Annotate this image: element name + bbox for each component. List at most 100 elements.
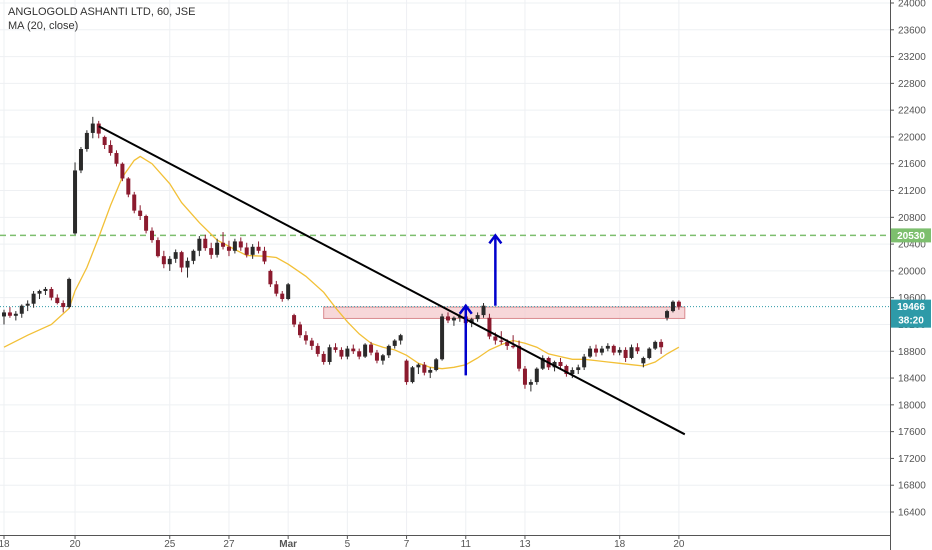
time-axis-label: 27 [223,539,235,550]
candle-body [102,136,107,145]
time-axis-label: 11 [461,539,472,550]
price-axis-label: 23600 [898,25,926,36]
time-axis-label: 5 [345,539,351,550]
candle-body [238,241,243,248]
candle-body [434,359,439,371]
candle-body [155,240,160,257]
candle-body [232,241,237,251]
candle-body [351,348,356,352]
candle-body [161,256,166,265]
candle-body [280,293,285,300]
price-axis-label: 19600 [898,293,926,304]
price-axis-label: 18800 [898,347,926,358]
candle-body [49,288,54,298]
candle-body [19,305,24,314]
price-axis-label: 20400 [898,240,926,251]
candle-body [339,349,344,357]
candle-body [321,353,326,362]
price-axis-label: 18000 [898,400,926,411]
time-axis-label: 18 [0,539,10,550]
candle-body [13,313,18,316]
candle-body [617,349,622,353]
candle-body [528,382,533,385]
price-axis-label: 17600 [898,427,926,438]
candle-body [588,348,593,357]
time-axis-label: 20 [69,539,81,550]
candle-body [309,340,314,346]
candle-body [386,345,391,356]
price-axis-label: 17200 [898,454,926,465]
candle-body [327,347,332,362]
candle-body [558,361,563,366]
candle-body [576,367,581,371]
candle-body [298,324,302,336]
candle-body [244,247,249,255]
target-price-tag-label: 20530 [897,231,925,242]
price-axis-background [890,0,932,550]
candle-body [286,284,291,300]
candle-body [635,347,640,352]
price-axis-label: 20000 [898,266,926,277]
candle-body [475,315,480,320]
candle-body [505,341,510,346]
candle-body [422,364,427,373]
candle-body [262,250,267,262]
candle-body [185,260,190,268]
candle-body [363,344,368,357]
candle-body [108,144,113,154]
candle-body [256,246,261,251]
candle-body [55,297,60,304]
candle-body [611,345,616,353]
candle-body [215,242,220,255]
candle-body [126,178,131,195]
symbol-title: ANGLOGOLD ASHANTI LTD, 60, JSE [8,6,196,18]
candle-body [333,347,338,350]
candle-body [552,361,557,368]
candle-body [292,315,297,325]
candle-body [511,345,516,348]
candle-body [451,317,456,321]
candle-body [250,246,255,255]
time-axis-label: 25 [164,539,176,550]
candle-body [623,349,628,358]
candle-body [428,370,433,373]
candle-body [564,365,569,375]
candle-body [31,293,36,304]
candle-body [96,123,101,134]
candle-body [369,344,374,353]
candle-body [676,301,681,307]
price-axis-label: 23200 [898,52,926,63]
price-axis-label: 21200 [898,186,926,197]
candle-body [540,357,545,369]
candle-body [534,368,539,383]
candle-body [315,345,320,354]
candle-body [641,357,646,364]
candle-body [594,348,598,353]
target-price-tag [891,228,931,243]
candle-body [446,316,450,321]
candle-body [43,288,48,291]
candle-body [221,242,226,247]
candle-body [380,355,385,361]
candle-body [517,345,522,369]
candle-body [114,153,119,164]
price-axis-label: 22000 [898,132,926,143]
price-axis-label: 16800 [898,481,926,492]
downtrend-line [98,125,686,436]
candle-body [73,170,78,234]
price-axis-label: 18400 [898,374,926,385]
candle-body [404,360,409,383]
bar-countdown-label: 38:20 [898,316,924,327]
ma-series-line [3,155,680,370]
time-axis-label: 18 [614,539,626,550]
candle-body [392,340,397,346]
candle-body [209,248,214,255]
candle-body [493,336,498,341]
candle-body [84,132,89,150]
price-axis-label: 16400 [898,508,926,519]
candle-body [440,316,445,360]
candle-body [167,258,172,265]
candle-body [605,345,610,349]
